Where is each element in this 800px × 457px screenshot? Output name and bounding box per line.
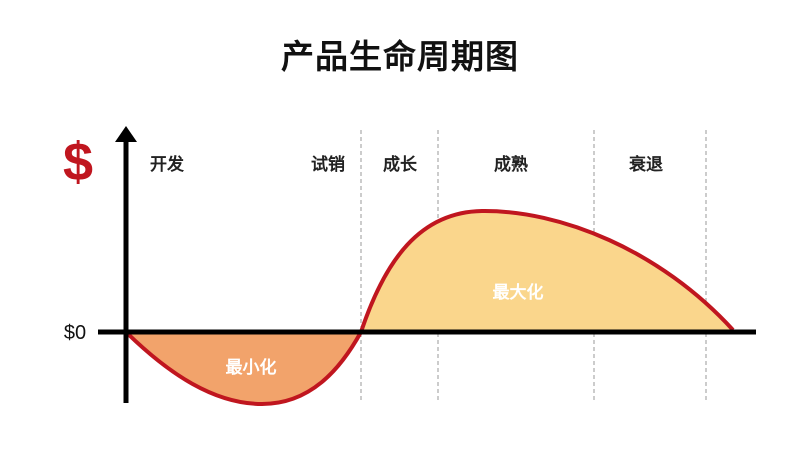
profit-area-label: 最大化 <box>493 282 544 303</box>
profit-area <box>361 210 733 332</box>
stage-label-test-marketing: 试销 <box>311 154 345 175</box>
loss-area <box>126 332 361 404</box>
zero-label: $0 <box>64 322 86 344</box>
stage-label-development: 开发 <box>150 154 185 175</box>
y-axis-arrow-icon <box>115 126 137 142</box>
diagram-title: 产品生命周期图 <box>281 37 519 76</box>
stage-label-growth: 成长 <box>383 154 418 175</box>
stage-label-decline: 衰退 <box>628 154 663 175</box>
stage-label-maturity: 成熟 <box>494 154 528 175</box>
y-axis-dollar-symbol: $ <box>63 132 93 192</box>
loss-area-label: 最小化 <box>226 357 277 378</box>
lifecycle-curve <box>124 208 735 406</box>
